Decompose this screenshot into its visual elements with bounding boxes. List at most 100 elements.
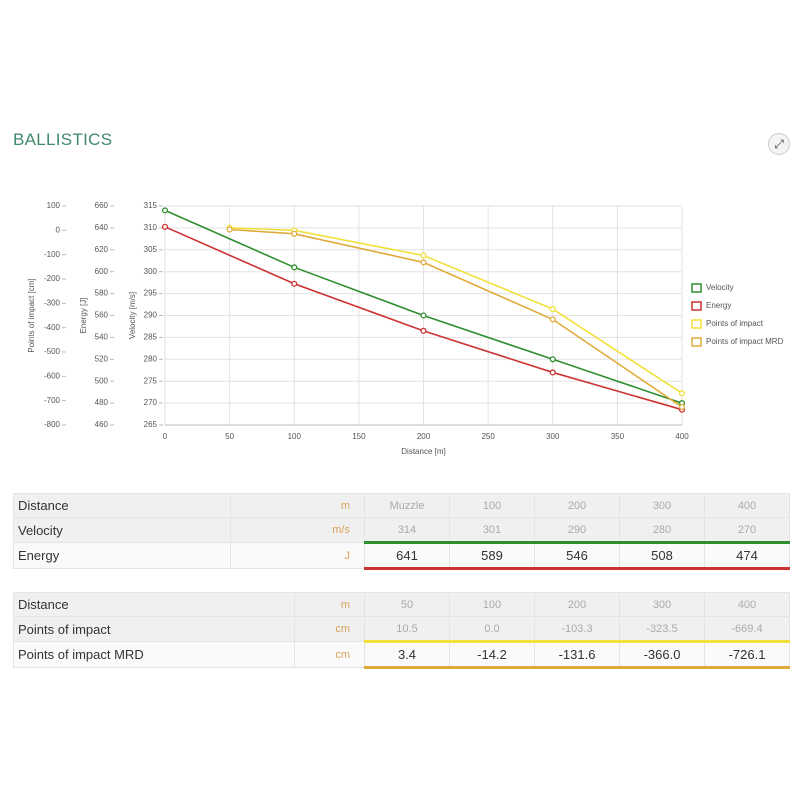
point [420,312,427,319]
x-tick-label: 200 [417,432,431,441]
legend-swatch [691,319,702,329]
x-tick-label: 250 [481,432,495,441]
y-tick-label: 100 [47,201,61,210]
table-cell: 0.0 [449,616,535,643]
table-cell: cm [293,641,366,668]
y-tick-label: -100 [44,250,61,259]
y-tick-label: -800 [44,420,61,429]
point [161,207,169,214]
x-tick-label: 350 [611,432,625,441]
table-cell: Distance [13,592,295,617]
point [549,356,556,363]
axis-title: Points of impact [cm] [27,278,36,352]
table-cell: 301 [449,517,535,544]
table-cell: 200 [534,592,620,617]
legend-swatch [691,283,702,293]
table-cell: 314 [364,517,450,544]
y-tick-label: 460 [95,420,109,429]
point [161,223,169,230]
table-cell: -323.5 [619,616,705,643]
table-cell: m/s [230,517,365,543]
axis-title: Distance [m] [401,447,445,456]
point [549,306,556,313]
expand-button[interactable]: ⤢ [768,133,790,155]
point [420,252,427,259]
y-tick-label: -300 [44,298,61,307]
table-cell: -669.4 [704,616,790,643]
table-cell: 100 [449,493,535,518]
legend-swatch [691,337,702,347]
table-cell: 50 [364,592,450,617]
table-cell: 100 [449,592,535,617]
y-tick-label: 0 [56,225,61,234]
table-row: Points of impact cm 10.5 0.0 -103.3 -323.5 -66… [13,616,790,643]
point [549,316,556,323]
legend-label: Energy [706,301,731,310]
legend-label: Points of impact MRD [706,337,784,346]
table-row: Energy J 641 589 546 508 474 [12,542,790,570]
table-cell: 3.4 [364,641,450,669]
point [420,327,427,334]
y-tick-label: 295 [144,289,158,298]
y-tick-label: 270 [144,398,158,407]
table-cell: 474 [704,542,790,570]
y-tick-label: 300 [144,267,158,276]
x-tick-label: 300 [546,432,560,441]
y-tick-label: -500 [44,347,61,356]
table-cell: -131.6 [534,641,620,669]
y-tick-label: 315 [144,201,158,210]
table-cell: 400 [704,592,790,617]
table-cell: -14.2 [449,641,535,669]
table-cell: Points of impact [13,616,295,642]
y-tick-label: 660 [95,201,109,210]
y-tick-label: 500 [95,376,109,385]
point [291,230,298,237]
x-tick-label: 400 [675,432,689,441]
y-tick-label: 600 [95,267,109,276]
axis-title: Energy [J] [79,297,88,333]
y-tick-label: 560 [95,311,109,320]
y-tick-label: -700 [44,396,61,405]
point [549,369,556,376]
table-cell: Muzzle [364,493,450,518]
table-cell: J [230,542,365,569]
section-title: BALLISTICS [13,130,113,149]
point [226,226,233,233]
table-row: Distance m 50 100 200 300 400 [13,592,790,617]
point [678,390,686,397]
y-tick-label: 620 [95,245,109,254]
table-row: Velocity m/s 314 301 290 280 270 [12,517,790,544]
y-tick-label: 540 [95,333,109,342]
y-tick-label: 275 [144,376,158,385]
table-cell: 300 [619,592,705,617]
legend-label: Points of impact [706,319,764,328]
x-tick-label: 0 [163,432,168,441]
table-cell: 300 [619,493,705,518]
table-cell: Points of impact MRD [13,641,295,668]
table-cell: -103.3 [534,616,620,643]
table-cell: 400 [704,493,790,518]
table-cell: m [293,592,366,617]
point [420,259,427,266]
y-tick-label: 640 [95,223,109,232]
table-cell: 270 [704,517,790,544]
point [291,264,298,271]
table-cell: 508 [619,542,705,570]
table-cell: 280 [619,517,705,544]
table-cell: 290 [534,517,620,544]
point [678,403,686,411]
x-tick-label: 50 [225,432,234,441]
table-row: Points of impact MRD cm 3.4 -14.2 -131.6 -366… [13,641,790,669]
table-cell: m [230,493,365,518]
y-tick-label: -600 [44,371,61,380]
y-tick-label: 285 [144,333,158,342]
x-tick-label: 100 [288,432,302,441]
y-tick-label: 520 [95,354,109,363]
y-tick-label: 305 [144,245,158,254]
y-tick-label: 310 [144,223,158,232]
y-tick-label: -200 [44,274,61,283]
point [291,280,298,287]
table-cell: 546 [534,542,620,570]
table-cell: 200 [534,493,620,518]
table-cell: Velocity [12,517,232,543]
